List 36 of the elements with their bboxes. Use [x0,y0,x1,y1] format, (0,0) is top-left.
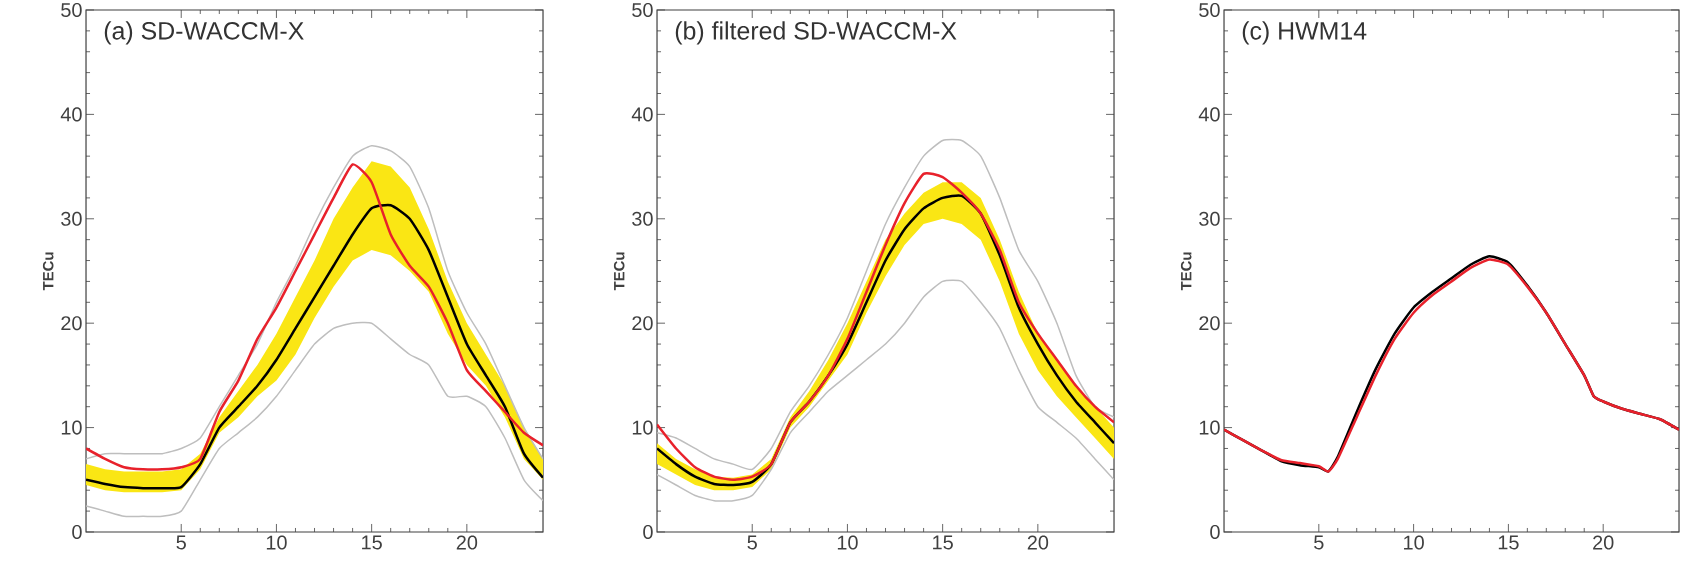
y-tick-label: 20 [632,316,653,331]
y-tick-label: 40 [60,107,82,122]
y-tick-label: 10 [61,420,82,435]
y-tick-label: 30 [61,211,82,226]
y-tick-label: 40 [1198,107,1220,122]
y-tick-label: 30 [1199,211,1220,226]
x-tick-label: 5 [747,535,757,550]
x-tick-label: 20 [456,535,478,550]
y-axis-title: TECu [613,252,625,291]
x-tick-label: 5 [1314,535,1324,550]
x-tick-label: 5 [176,535,186,550]
y-tick-label: 0 [1210,524,1220,540]
x-tick-label: 10 [837,535,858,550]
y-tick-label: 50 [61,2,82,18]
x-tick-label: 15 [362,535,382,550]
x-tick-label: 20 [1593,535,1614,550]
y-tick-label: 50 [1199,2,1220,18]
y-tick-label: 10 [1199,420,1220,435]
y-tick-label: 10 [632,420,653,435]
x-tick-label: 10 [266,535,287,550]
y-axis-title: TECu [1180,252,1192,291]
chart-title: (a) SD-WACCM-X [104,21,304,45]
chart-title: (b) filtered SD-WACCM-X [675,21,957,45]
y-tick-label: 50 [632,2,653,18]
y-tick-label: 20 [1199,316,1220,331]
y-tick-label: 30 [632,211,653,226]
x-tick-label: 10 [1404,535,1424,550]
chart-title: (c) HWM14 [1242,21,1367,45]
y-axis-title: TECu [42,252,54,291]
x-tick-label: 15 [933,535,953,550]
x-tick-label: 20 [1027,535,1049,550]
y-tick-label: 20 [61,316,82,331]
x-tick-label: 15 [1498,535,1519,550]
y-tick-label: 0 [643,524,653,540]
y-tick-label: 40 [631,107,653,122]
y-tick-label: 0 [72,524,82,540]
